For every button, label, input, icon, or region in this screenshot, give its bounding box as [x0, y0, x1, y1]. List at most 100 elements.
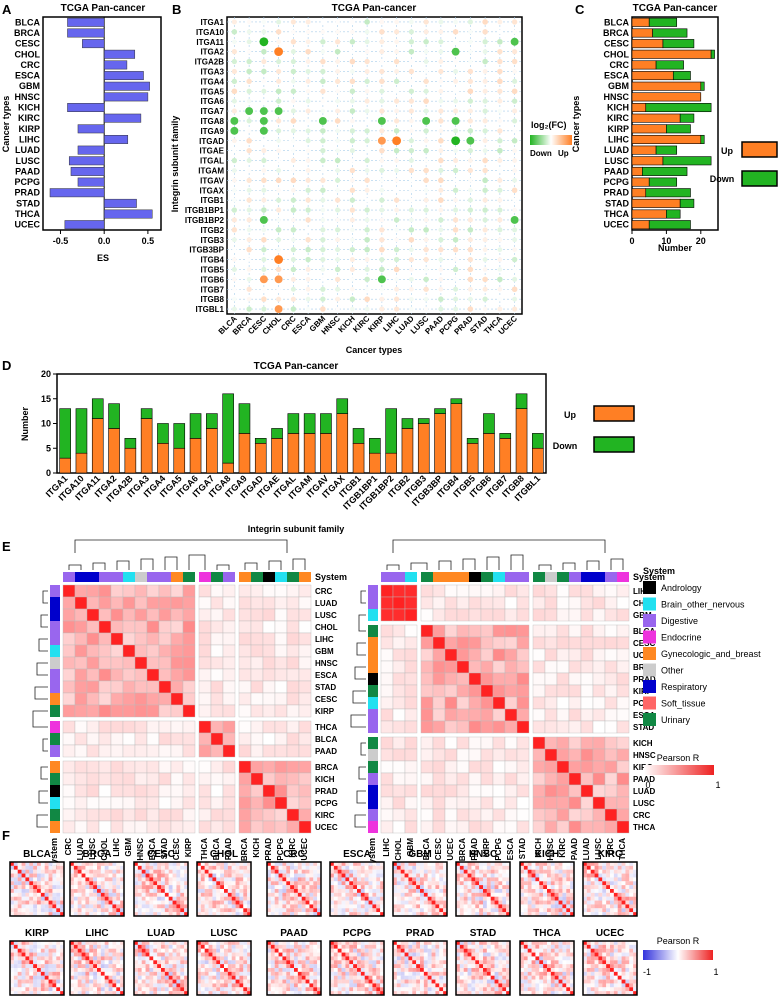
f-cell [120, 975, 125, 980]
e-cell [444, 708, 458, 722]
f-cell [547, 877, 551, 882]
a-label-thca: THCA [15, 209, 40, 219]
b-dot [246, 267, 252, 272]
e-cell [158, 796, 172, 810]
e-cell [492, 748, 506, 762]
f-cell [313, 889, 318, 893]
e-cell [380, 820, 394, 834]
f-cell [220, 869, 225, 874]
f-cell [149, 908, 154, 913]
f-cell [408, 896, 413, 901]
f-cell [543, 865, 548, 870]
f-cell [112, 904, 117, 909]
f-cell [463, 904, 468, 909]
f-cell [337, 900, 342, 905]
f-cell [239, 869, 244, 874]
b-dot [334, 118, 341, 124]
f-cell [227, 960, 232, 965]
f-cell [479, 904, 484, 909]
b-dot [261, 266, 267, 272]
b-dot [305, 246, 311, 253]
f-cell [305, 881, 310, 886]
f-cell [471, 896, 476, 901]
f-cell [301, 948, 306, 953]
e-cell [110, 760, 124, 774]
e-cell [616, 820, 630, 834]
f-cell [535, 869, 540, 874]
f-cell [29, 896, 34, 901]
f-cell [243, 892, 248, 897]
f-cell [435, 900, 440, 905]
f-cell [330, 896, 334, 901]
f-cell [523, 869, 528, 874]
f-cell [341, 908, 346, 913]
panel-b-frame [226, 16, 523, 315]
e-cell [392, 660, 406, 674]
f-cell [400, 881, 405, 886]
f-cell [305, 896, 310, 901]
f-cell [610, 900, 614, 905]
e-system-left-luad [50, 597, 60, 609]
e-row-label-crc: CRC [315, 587, 333, 596]
f-cell [598, 885, 603, 890]
f-cell [317, 960, 322, 965]
f-cell [416, 885, 421, 890]
e-cell [122, 668, 136, 682]
f-cell [498, 900, 503, 905]
f-cell [25, 877, 30, 882]
e-cell [210, 720, 224, 734]
f-cell [502, 900, 507, 905]
panel-c-xlabel: Number [658, 243, 693, 253]
e-cell [250, 808, 264, 822]
f-cell [81, 964, 86, 969]
e-cell [544, 784, 558, 798]
f-cell [274, 892, 279, 897]
f-cell [594, 900, 599, 905]
f-cell [44, 865, 49, 870]
e-system-left-prad [368, 673, 378, 685]
e-cell [74, 744, 88, 758]
b-dot [482, 257, 488, 262]
f-cell [180, 912, 185, 917]
b-dot [423, 108, 429, 114]
f-cell [33, 877, 38, 882]
f-cell [112, 975, 117, 980]
f-title-chol: CHOL [210, 849, 238, 860]
f-cell [558, 904, 563, 909]
f-cell [290, 964, 295, 969]
f-cell [197, 983, 201, 988]
e-cell [98, 632, 112, 646]
b-dot [423, 197, 429, 203]
d-bar-down-itgb2 [401, 418, 414, 429]
f-cell [112, 873, 117, 878]
f-cell [56, 900, 61, 905]
b-dot [274, 47, 284, 57]
b-dot [497, 237, 503, 243]
e-dendrogram-top [386, 539, 624, 570]
f-cell [33, 975, 38, 980]
f-cell [333, 948, 338, 953]
f-cell [176, 889, 181, 893]
f-cell [10, 968, 14, 972]
f-cell [583, 900, 587, 905]
b-dot [291, 29, 296, 35]
e-cell [274, 820, 288, 834]
f-cell [376, 896, 381, 901]
f-cell [357, 944, 361, 949]
f-cell [550, 904, 555, 909]
system-swatch-gynecologic_and_breast [643, 647, 656, 660]
f-cell [341, 952, 346, 957]
f-cell [243, 960, 248, 965]
system-label-gynecologic_and_breast: Gynecologic_and_breast [661, 649, 761, 659]
f-cell [120, 956, 125, 961]
e-row-label-stad: STAD [315, 683, 336, 692]
c-bar-up-lusc [631, 156, 664, 166]
f-cell [204, 960, 209, 965]
b-dot [453, 59, 458, 64]
f-cell [231, 956, 236, 961]
e-cell [86, 692, 100, 706]
f-cell [200, 873, 205, 878]
f-cell [506, 865, 511, 870]
b-dot [394, 227, 399, 233]
f-cell [360, 869, 365, 874]
